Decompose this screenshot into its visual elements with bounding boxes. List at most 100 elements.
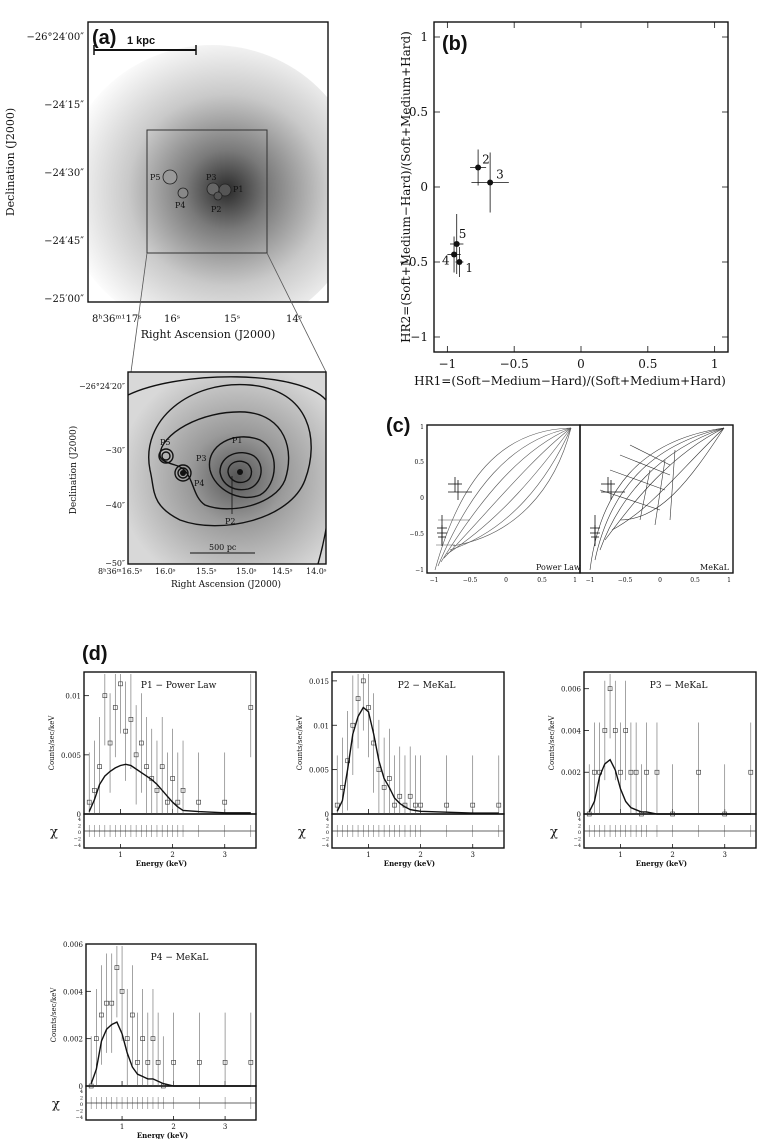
zoom-ra-tick-1: 16.0ˢ (155, 567, 176, 576)
data-point (602, 728, 608, 733)
source-p1 (218, 183, 232, 197)
b-point-label-4: 4 (442, 254, 450, 268)
zoom-scale-label: 500 pc (209, 543, 237, 552)
source-p4 (177, 187, 189, 199)
dec-tick-2: −24′30″ (44, 168, 84, 179)
residual-label: χ (50, 825, 58, 840)
spectrum-xtick-label: 1 (618, 851, 622, 859)
c-left-points (437, 477, 472, 546)
data-point (496, 802, 502, 808)
residual-tick-label: −2 (76, 1109, 83, 1115)
label-p4: P4 (175, 201, 185, 210)
spectrum-xtick-label: 2 (670, 851, 674, 859)
b-point-4 (451, 251, 458, 258)
data-point (387, 776, 392, 781)
data-point (102, 693, 108, 698)
spectrum-xlabel: Energy (keV) (137, 1131, 188, 1139)
source-p5 (162, 169, 178, 185)
spectrum-xlabel: Energy (keV) (636, 859, 687, 868)
spectrum-title: P1 − Power Law (141, 681, 217, 691)
data-point (133, 752, 139, 758)
c-ytick-4: −1 (415, 567, 424, 574)
spectrum-ytick-label: 0.006 (63, 941, 84, 949)
zoom-label-p3: P3 (196, 454, 206, 463)
data-point (86, 799, 92, 805)
panel-a: (a) 1 kpc P5 P4 P3 P1 P2 −26°24′00″ −24′… (4, 21, 329, 373)
spectrum-xtick-label: 1 (120, 1123, 124, 1131)
model-line (90, 1021, 251, 1087)
zoom-dec-tick-0: −26°24′20″ (79, 382, 125, 391)
spectrum-ytick-label: 0.015 (309, 678, 329, 686)
scale-bar-label: 1 kpc (127, 35, 155, 47)
spectrum-xtick-label: 2 (418, 851, 422, 859)
model-line (588, 758, 751, 815)
zoom-xlabel: Right Ascension (J2000) (171, 579, 281, 590)
data-point (197, 1060, 202, 1065)
data-point (144, 764, 149, 769)
residual-tick-label: −4 (322, 843, 329, 849)
b-point-1 (456, 259, 463, 265)
residual-tick-label: −4 (76, 1115, 83, 1121)
c-xtick-r4: 1 (727, 577, 731, 584)
panel-a-zoom: P5 P3 P1 P4 P2 500 pc −26°24′20″ −30″ −4… (68, 371, 327, 590)
panel-b-ylabel: HR2=(Soft+Medium−Hard)/(Soft+Medium+Hard… (399, 31, 413, 343)
panel-a-xlabel: Right Ascension (J2000) (141, 328, 276, 341)
spectrum-xlabel: Energy (keV) (136, 859, 187, 868)
residual-tick-label: 0 (578, 830, 581, 836)
spectrum-title: P3 − MeKaL (650, 681, 708, 691)
spectrum-xtick-label: 3 (222, 851, 226, 859)
panel-a-ylabel: Declination (J2000) (4, 108, 17, 216)
dec-tick-1: −24′15″ (44, 100, 84, 111)
zoom-connector-right (266, 252, 327, 373)
zoom-dec-tick-2: −40″ (105, 501, 125, 510)
c-xtick-r3: 0.5 (690, 577, 700, 584)
spectrum-ytick-label: 0 (325, 811, 329, 819)
spectrum-xtick-label: 1 (118, 851, 122, 859)
data-point (155, 1060, 161, 1065)
panel-a-frame (87, 21, 329, 303)
data-point (360, 678, 366, 684)
spectrum-ylabel: Counts/sec/keV (296, 715, 304, 771)
data-point (592, 769, 597, 775)
panel-b-label: (b) (442, 33, 468, 55)
b-xtick-label: 1 (711, 357, 719, 371)
data-point (345, 758, 350, 764)
data-point (628, 769, 634, 775)
panel-c-left-frame (426, 424, 581, 574)
data-point (171, 1060, 176, 1065)
data-point (97, 764, 102, 769)
zoom-ra-tick-2: 15.5ˢ (196, 567, 217, 576)
contours (128, 376, 326, 564)
b-ytick-label: −0.5 (399, 255, 428, 269)
data-point (381, 785, 387, 790)
spectrum-title: P4 − MeKaL (151, 953, 209, 963)
model-line (336, 706, 499, 814)
spectrum-ytick-label: 0.004 (63, 988, 84, 996)
data-point (397, 793, 403, 799)
data-point (618, 769, 623, 775)
data-point (109, 1000, 115, 1006)
data-point (644, 769, 649, 775)
residual-tick-label: 4 (578, 817, 581, 823)
data-point (140, 1036, 145, 1041)
c-xtick-r0: −1 (586, 577, 595, 584)
spectrum-d1: P1 − Power Law 0 0.005 0.01 1 2 3 Energy (keV) C… (48, 671, 257, 868)
residual-tick-label: 0 (326, 830, 329, 836)
data-point (94, 1036, 99, 1041)
zoom-label-p2: P2 (225, 517, 235, 526)
zoom-box (146, 129, 268, 254)
zoom-ra-tick-0: 8ʰ36ᵐ16.5ˢ (98, 567, 142, 576)
b-point-5 (453, 241, 460, 247)
data-point (222, 1060, 228, 1065)
spectrum-d3: P3 − MeKaL 0 0.002 0.004 0.006 1 2 3 Energy (keV… (548, 671, 757, 868)
residual-tick-label: 2 (78, 824, 81, 830)
data-point (107, 740, 113, 746)
zoom-label-p4: P4 (194, 479, 204, 488)
zoom-ra-tick-4: 14.5ˢ (272, 567, 293, 576)
zoom-label-p5: P5 (160, 438, 170, 447)
dec-tick-3: −24′45″ (44, 236, 84, 247)
residual-tick-label: −4 (74, 843, 81, 849)
data-point (180, 788, 186, 793)
diffuse-halo-image (88, 45, 328, 302)
data-point (139, 740, 144, 746)
